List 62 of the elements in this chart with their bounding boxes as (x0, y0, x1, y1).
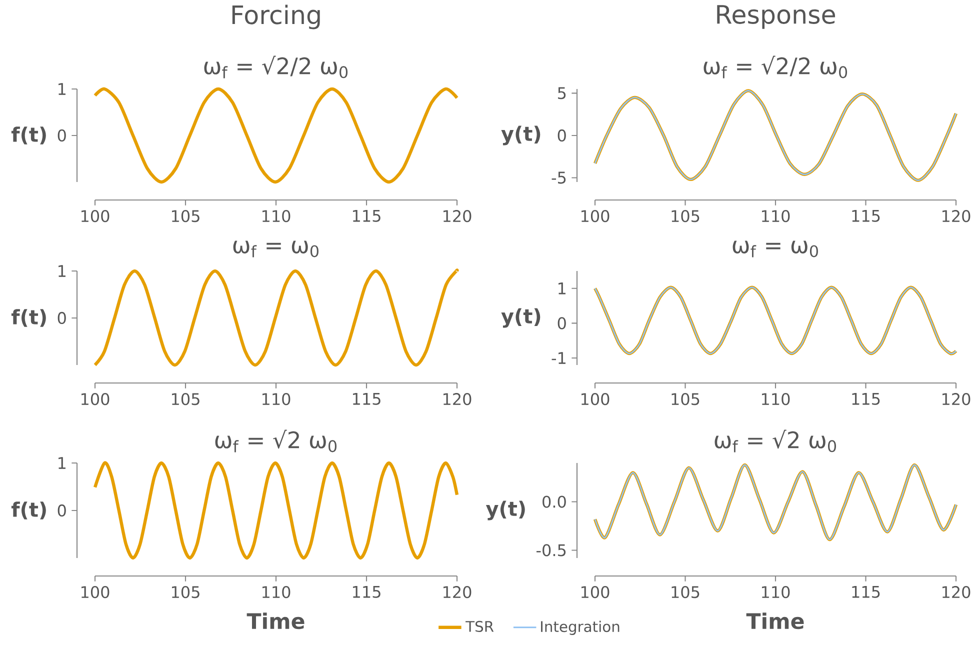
x-tick-label: 115 (852, 586, 880, 598)
x-tick-label: 105 (672, 586, 700, 598)
y-tick-label: 1 (58, 265, 66, 277)
x-tick-label: 105 (172, 210, 200, 222)
y-axis-title: y(t) (501, 308, 540, 328)
x-tick-label: 120 (942, 210, 970, 222)
x-tick-label: 110 (262, 210, 290, 222)
x-tick-label: 120 (443, 586, 472, 598)
chart-title: Forcing (232, 4, 320, 30)
x-tick-label: 100 (81, 393, 110, 406)
chart-subtitle: ω$_{f}$ = √2/2 ω$_{0}$ (704, 56, 848, 78)
x-tick-label: 105 (172, 393, 200, 406)
y-tick-label: -0.5 (536, 544, 566, 556)
y-axis-title: f(t) (11, 502, 46, 520)
x-tick-label: 115 (352, 210, 380, 222)
y-tick-label: 0 (58, 129, 66, 142)
x-tick-label: 100 (581, 586, 610, 598)
x-tick-label: 120 (942, 393, 970, 406)
x-tick-label: 120 (443, 210, 472, 222)
y-tick-label: 5 (558, 87, 566, 100)
x-tick-label: 105 (672, 393, 700, 406)
x-tick-label: 100 (81, 210, 110, 222)
y-tick-label: 0 (558, 317, 566, 330)
x-tick-label: 120 (443, 393, 472, 406)
x-tick-label: 115 (352, 393, 380, 405)
chart-subtitle: ω$_{f}$ = √2/2 ω$_{0}$ (204, 56, 348, 78)
y-tick-label: 1 (58, 457, 66, 469)
x-tick-label: 105 (672, 210, 700, 222)
y-axis-title: f(t) (11, 126, 46, 144)
x-tick-label: 100 (581, 393, 610, 406)
x-tick-label: 115 (352, 586, 380, 598)
y-tick-label: 0.0 (542, 496, 566, 508)
y-axis-title: y(t) (486, 500, 525, 520)
x-tick-label: 105 (172, 586, 200, 598)
chart-title: ω$_{f}$ = ω$_{0}$ (732, 240, 818, 258)
y-tick-label: 0 (58, 504, 66, 517)
chart-title: ω$_{f}$ = √2 ω$_{0}$ (714, 430, 836, 452)
legend-label: Integration (541, 620, 620, 635)
x-tick-label: 110 (762, 586, 790, 598)
x-tick-label: 110 (262, 586, 290, 598)
y-axis-title: y(t) (501, 126, 540, 146)
legend-label: TSR (466, 620, 494, 632)
y-axis-title: f(t) (11, 309, 46, 327)
x-tick-label: 115 (852, 393, 880, 405)
x-tick-label: 110 (762, 393, 790, 406)
y-tick-label: -5 (552, 172, 566, 184)
x-tick-label: 120 (942, 586, 970, 598)
x-axis-title: Time (246, 612, 304, 630)
chart-title: ω$_{f}$ = √2 ω$_{0}$ (215, 430, 336, 452)
chart-title: Response (717, 5, 836, 29)
x-tick-label: 110 (762, 210, 790, 222)
x-tick-label: 115 (852, 210, 880, 222)
y-tick-label: 0 (58, 312, 66, 324)
x-axis-title: Time (746, 612, 804, 630)
y-tick-label: 1 (58, 83, 66, 95)
x-tick-label: 110 (262, 393, 290, 406)
x-tick-label: 100 (581, 210, 610, 222)
x-tick-label: 100 (81, 586, 110, 598)
chart-title: ω$_{f}$ = ω$_{0}$ (233, 240, 318, 258)
y-tick-label: 0 (558, 129, 566, 142)
y-tick-label: -1 (552, 352, 566, 364)
y-tick-label: 1 (558, 282, 566, 294)
